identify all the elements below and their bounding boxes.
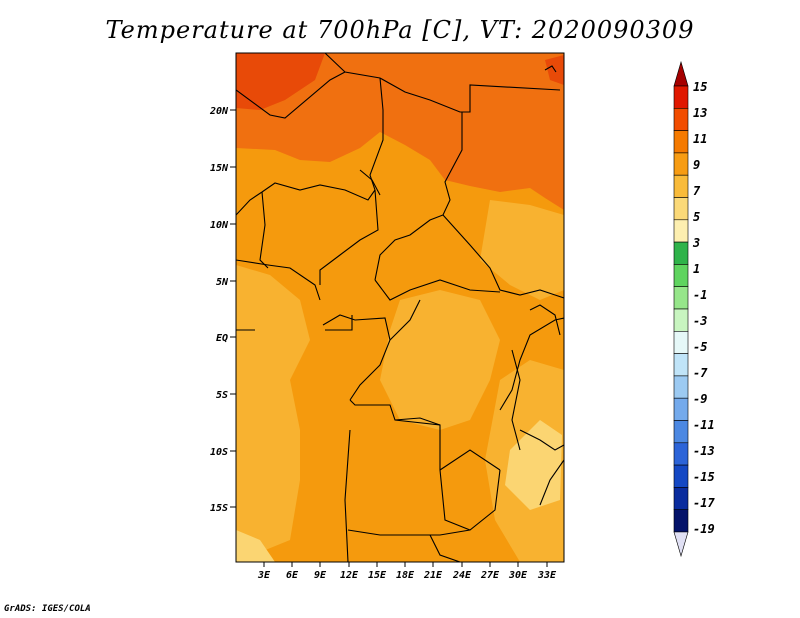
lon-label: 18E xyxy=(396,570,415,581)
colorbar-label: 9 xyxy=(693,158,700,172)
field-7-9-central xyxy=(380,290,500,430)
colorbar-swatch xyxy=(673,197,689,221)
lon-label: 33E xyxy=(537,570,557,581)
lat-labels: 20N 15N 10N 5N EQ 5S 10S 15S xyxy=(209,106,229,514)
colorbar-swatch xyxy=(673,353,689,377)
colorbar-label: -17 xyxy=(693,496,715,510)
colorbar-label: 3 xyxy=(692,236,700,250)
colorbar-swatch xyxy=(673,487,689,510)
map-title: Temperature at 700hPa [C], VT: 202009030… xyxy=(105,16,695,44)
colorbar-label: 1 xyxy=(693,262,700,276)
field-5-7-southwest xyxy=(236,530,275,562)
lon-label: 12E xyxy=(340,570,359,581)
lat-label: 10S xyxy=(210,447,228,458)
colorbar-swatch xyxy=(673,308,689,332)
colorbar-label: 13 xyxy=(693,106,707,120)
colorbar-bottom-triangle xyxy=(673,531,689,558)
lat-label: 15S xyxy=(210,503,228,514)
lat-label: 5N xyxy=(216,277,229,288)
colorbar-label: -11 xyxy=(693,418,715,432)
colorbar-swatch xyxy=(673,375,689,399)
colorbar-label: -1 xyxy=(693,288,707,302)
colorbar-swatch xyxy=(673,130,689,154)
field-11-13 xyxy=(236,53,564,210)
lon-label: 21E xyxy=(423,570,443,581)
colorbar-swatch xyxy=(673,174,689,198)
colorbar-swatch xyxy=(673,442,689,466)
colorbar-label: -13 xyxy=(693,444,715,458)
lat-label: 10N xyxy=(210,220,229,231)
lon-label: 9E xyxy=(314,570,327,581)
lon-labels: 3E 6E 9E 12E 15E 18E 21E 24E 27E 30E 33E xyxy=(257,570,557,581)
field-7-9-east xyxy=(480,200,564,300)
colorbar-top-triangle xyxy=(673,60,689,87)
lon-label: 15E xyxy=(368,570,387,581)
colorbar: 15 13 11 9 7 5 3 1 -1 -3 -5 -7 -9 -11 -1… xyxy=(673,60,715,558)
field-7-9-west xyxy=(236,265,310,562)
colorbar-labels: 15 13 11 9 7 5 3 1 -1 -3 -5 -7 -9 -11 -1… xyxy=(692,80,715,536)
colorbar-swatch xyxy=(673,219,689,243)
colorbar-label: -9 xyxy=(693,392,707,406)
lat-label: 5S xyxy=(216,390,228,401)
colorbar-label: -15 xyxy=(693,470,715,484)
colorbar-label: 11 xyxy=(693,132,707,146)
lon-label: 24E xyxy=(452,570,472,581)
colorbar-label: -19 xyxy=(693,522,715,536)
lon-label: 27E xyxy=(480,570,500,581)
lat-label: 15N xyxy=(210,163,229,174)
colorbar-swatch xyxy=(673,108,689,131)
temperature-field xyxy=(236,53,564,562)
lon-label: 3E xyxy=(257,570,271,581)
colorbar-swatch xyxy=(673,420,689,444)
colorbar-swatch xyxy=(673,286,689,310)
lat-label: 20N xyxy=(209,106,229,117)
colorbar-swatch xyxy=(673,509,689,533)
grads-credit: GrADS: IGES/COLA xyxy=(4,604,91,614)
colorbar-label: 15 xyxy=(693,80,707,94)
colorbar-swatch xyxy=(673,330,689,354)
colorbar-swatches xyxy=(673,60,689,558)
field-5-7-southeast xyxy=(505,420,562,510)
map-frame xyxy=(235,52,565,563)
lon-label: 30E xyxy=(508,570,528,581)
lat-label: EQ xyxy=(216,333,228,344)
colorbar-swatch xyxy=(673,152,689,176)
colorbar-label: -5 xyxy=(693,340,707,354)
colorbar-label: -7 xyxy=(693,366,708,380)
colorbar-swatch xyxy=(673,264,689,287)
colorbar-label: -3 xyxy=(693,314,707,328)
country-borders xyxy=(236,53,564,562)
colorbar-swatch xyxy=(673,85,689,109)
colorbar-swatch xyxy=(673,241,689,265)
colorbar-swatch xyxy=(673,464,689,488)
field-13-15-west xyxy=(236,53,325,110)
lat-ticks xyxy=(230,109,236,508)
colorbar-swatch xyxy=(673,397,689,421)
colorbar-label: 7 xyxy=(693,184,701,198)
colorbar-label: 5 xyxy=(693,210,700,224)
lon-label: 6E xyxy=(286,570,299,581)
lon-ticks xyxy=(263,562,548,567)
